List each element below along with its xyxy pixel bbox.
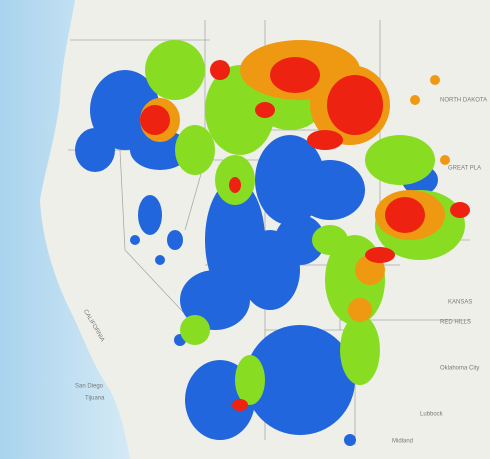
place-label: San Diego xyxy=(75,384,104,390)
place-label: Tijuana xyxy=(85,396,105,402)
place-label: KANSAS xyxy=(448,300,472,306)
ocean xyxy=(0,0,130,459)
place-label: Midland xyxy=(392,439,413,445)
place-label: Oklahoma City xyxy=(440,366,479,372)
red-points xyxy=(140,57,470,411)
place-label: RED HILLS xyxy=(440,320,471,326)
blue-points xyxy=(75,70,438,446)
place-label: GREAT PLA xyxy=(448,166,481,172)
place-label: Lubbock xyxy=(420,412,444,418)
place-label: NORTH DAKOTA xyxy=(440,98,487,104)
